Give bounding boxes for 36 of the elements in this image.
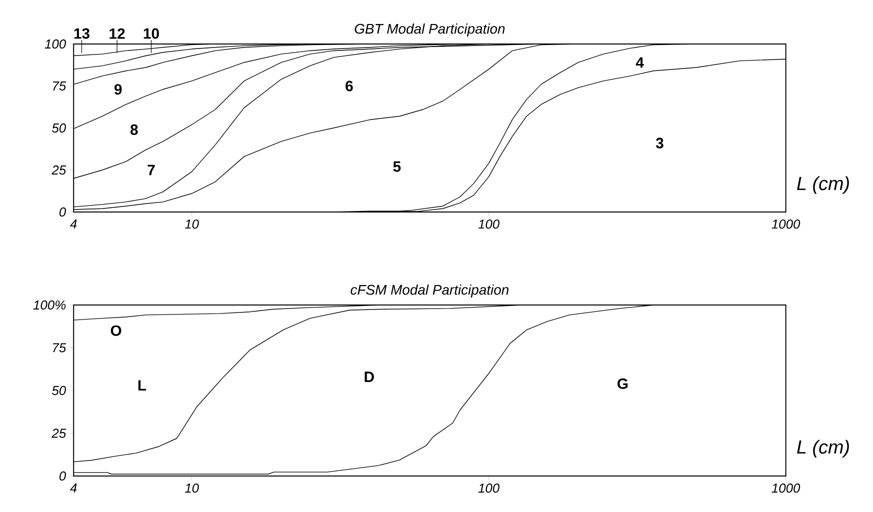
annotation: D [364, 372, 374, 382]
y-tick-label: 75 [53, 343, 66, 352]
annotation: 7 [148, 164, 155, 176]
annotation: G [618, 378, 628, 389]
annotation: 8 [130, 124, 138, 135]
annotation: L [138, 380, 146, 391]
chart-title: cFSM Modal Participation [350, 284, 508, 298]
y-tick-label: 50 [52, 386, 66, 396]
text: 12 [110, 28, 125, 39]
text: 13 [74, 28, 90, 39]
x-axis-title: L (cm) [797, 176, 849, 194]
annotation: 3 [656, 138, 664, 148]
x-tick-label: 10 [184, 484, 199, 493]
x-tick-label: 1000 [772, 484, 800, 493]
annotation: 6 [346, 80, 353, 92]
annotation: 5 [393, 161, 401, 172]
y-tick-label: 0 [59, 471, 66, 481]
chart-title: GBT Modal Participation [354, 23, 505, 36]
x-tick-label: 1000 [772, 220, 800, 229]
y-tick-label: 50 [52, 123, 66, 133]
y-tick-label: 75 [53, 81, 66, 91]
annotation: 9 [114, 84, 122, 95]
y-tick-label: 25 [52, 165, 66, 175]
x-tick-label: 4 [70, 484, 77, 492]
x-tick-label: 100 [478, 484, 500, 493]
x-tick-label: 10 [184, 220, 199, 229]
x-axis-title: L (cm) [797, 440, 849, 458]
x-tick-label: 4 [70, 220, 77, 228]
x-tick-label: 100 [478, 220, 500, 229]
y-tick-label: 100% [33, 300, 66, 310]
annotation: 4 [636, 57, 644, 68]
text: 10 [144, 28, 159, 39]
y-tick-label: 0 [59, 207, 66, 217]
y-tick-label: 25 [52, 428, 66, 438]
y-tick-label: 100 [44, 39, 66, 49]
annotation: O [110, 325, 122, 336]
